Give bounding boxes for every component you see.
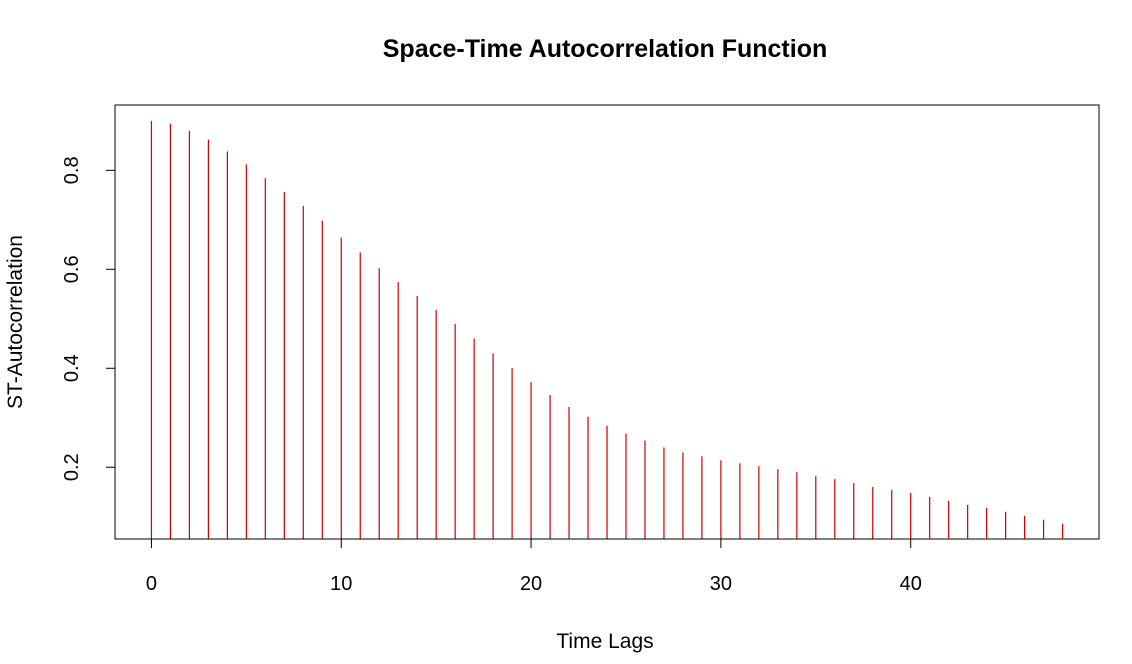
x-axis-title: Time Lags: [556, 630, 653, 653]
y-axis: 0.2 0.4 0.6 0.8: [61, 156, 116, 481]
y-tick-label: 0.4: [61, 354, 83, 382]
x-tick-label: 30: [710, 573, 732, 595]
x-axis: 0 10 20 30 40: [146, 538, 922, 595]
y-axis-title: ST-Autocorrelation: [4, 235, 27, 409]
x-tick-label: 40: [900, 573, 922, 595]
y-tick-label: 0.2: [61, 453, 83, 481]
x-tick-label: 0: [146, 573, 157, 595]
chart-title: Space-Time Autocorrelation Function: [383, 35, 828, 63]
y-tick-label: 0.6: [61, 255, 83, 283]
x-tick-label: 20: [520, 573, 542, 595]
x-tick-label: 10: [330, 573, 352, 595]
bars-group: [150, 120, 1064, 539]
y-tick-label: 0.8: [61, 156, 83, 184]
